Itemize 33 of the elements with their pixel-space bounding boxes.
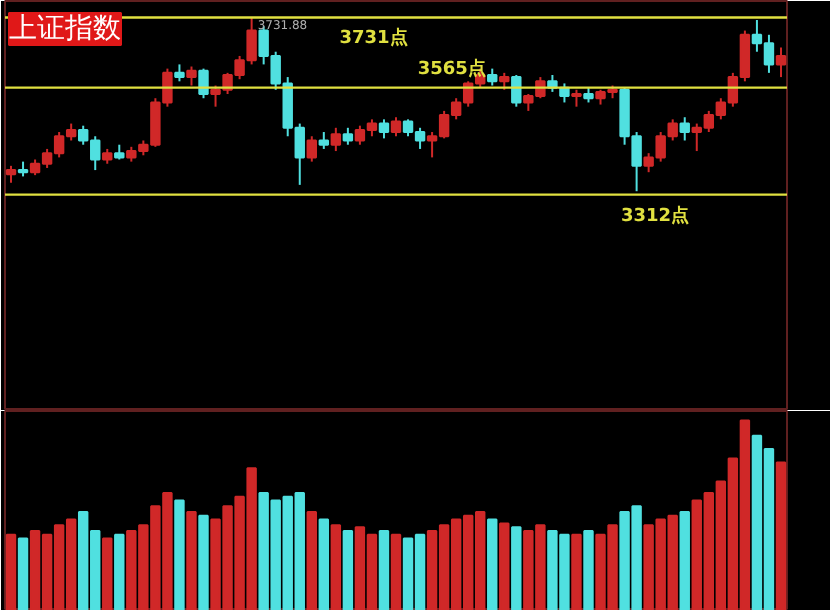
bar	[571, 533, 582, 610]
candlestick	[330, 126, 342, 153]
candlestick	[306, 135, 317, 163]
bar	[306, 510, 317, 610]
candlestick	[679, 116, 690, 142]
bar	[198, 514, 209, 610]
bar	[174, 499, 185, 610]
ref-line-label: 3565点	[417, 57, 486, 80]
ref-line-label: 3731点	[339, 27, 408, 50]
bar	[342, 530, 354, 610]
bar	[114, 533, 125, 610]
bar	[5, 533, 17, 610]
bar	[17, 537, 29, 610]
candlestick	[775, 46, 787, 79]
bar	[186, 510, 197, 610]
bar	[511, 526, 522, 610]
ref-line-label: 3312点	[620, 204, 690, 227]
candlestick	[198, 67, 209, 100]
bar	[487, 518, 498, 610]
bar	[499, 522, 510, 610]
bar	[583, 530, 594, 610]
bar	[318, 518, 330, 610]
candlestick	[378, 118, 390, 140]
bar	[679, 510, 690, 610]
bar	[775, 461, 787, 610]
bar	[390, 533, 402, 610]
candlestick	[186, 65, 197, 87]
text: 上证指数	[9, 13, 121, 45]
bar	[330, 524, 342, 610]
candlestick	[390, 116, 402, 138]
candlestick	[511, 73, 522, 108]
bar	[378, 530, 390, 610]
bar	[102, 537, 113, 610]
